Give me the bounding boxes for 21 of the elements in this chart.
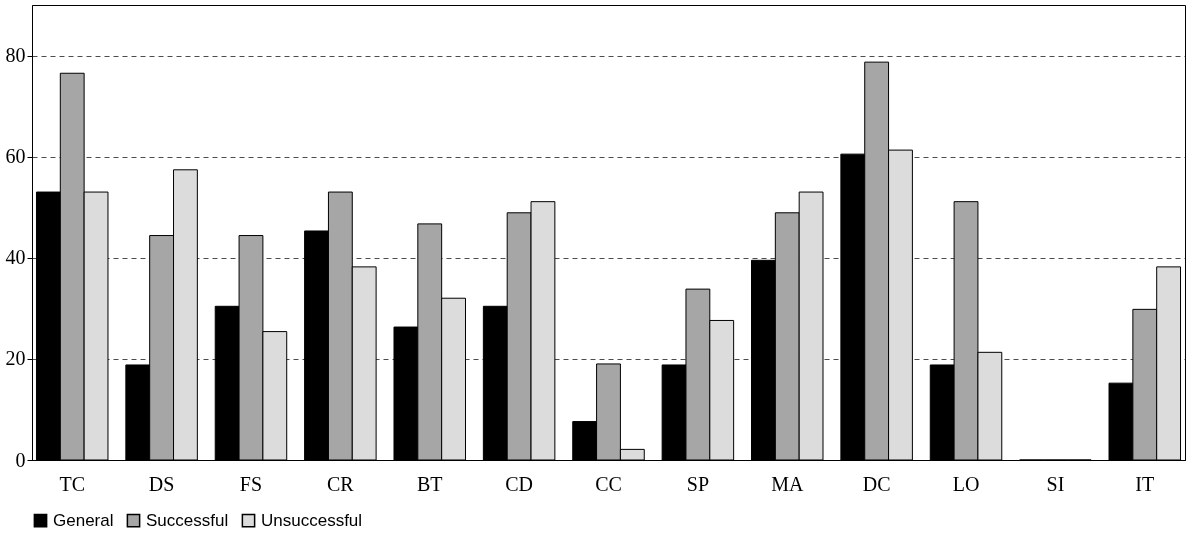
x-tick-label: SP [686, 472, 709, 495]
x-tick-label: CR [327, 472, 355, 495]
x-tick-label: CC [595, 472, 622, 495]
legend-label: Successful [146, 510, 229, 530]
y-tick-label: 20 [5, 347, 26, 370]
x-tick-label: DS [148, 472, 175, 495]
legend-label: General [53, 510, 114, 530]
x-tick-label: DC [862, 472, 891, 495]
legend-label: Unsuccessful [261, 510, 363, 530]
x-tick-label: IT [1135, 472, 1155, 495]
y-tick-label: 80 [5, 44, 26, 67]
y-tick-label: 60 [5, 145, 26, 168]
y-tick-label: 40 [5, 246, 26, 269]
x-tick-label: TC [59, 472, 85, 495]
x-tick-label: CD [505, 472, 534, 495]
x-tick-label: MA [771, 472, 804, 495]
x-tick-label: FS [239, 472, 263, 495]
x-tick-label: SI [1046, 472, 1065, 495]
x-tick-label: BT [416, 472, 443, 495]
y-tick-label: 0 [15, 448, 26, 471]
x-tick-label: LO [952, 472, 980, 495]
